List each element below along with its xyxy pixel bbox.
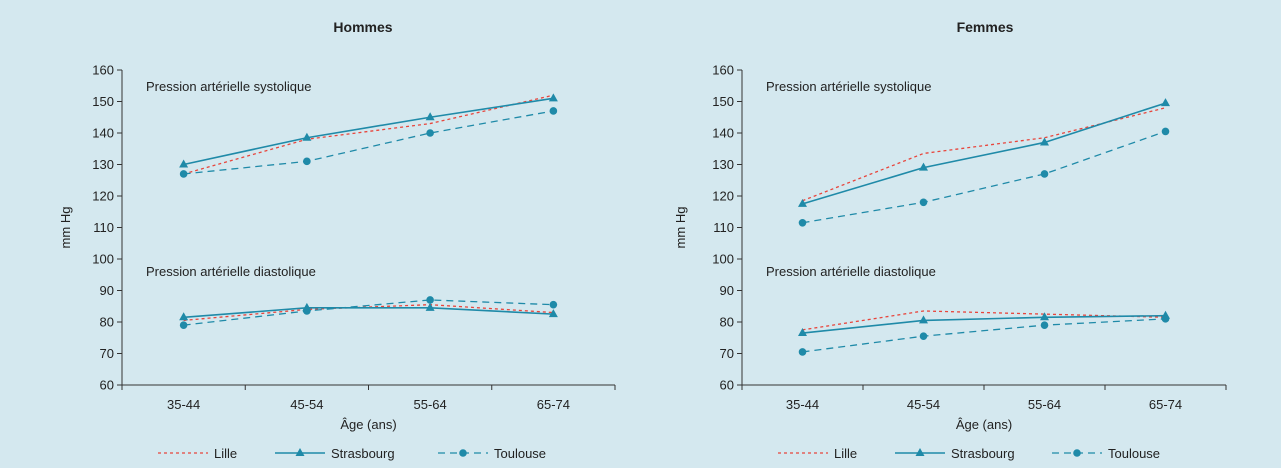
legend-label-strasbourg: Strasbourg	[331, 446, 395, 461]
series-line-lille-diastolique	[183, 304, 554, 322]
series-line-lille-diastolique	[802, 310, 1166, 331]
data-point-toulouse	[919, 198, 928, 207]
y-tick-label: 160	[92, 63, 114, 78]
x-tick-label: 65-74	[1149, 397, 1182, 412]
data-point-toulouse	[426, 296, 434, 304]
series-line-strasbourg-diastolique	[183, 307, 554, 319]
data-point-strasbourg	[302, 132, 312, 141]
data-point-toulouse	[303, 157, 311, 166]
legend-marker-strasbourg	[295, 448, 305, 456]
data-point-toulouse	[798, 218, 807, 227]
y-tick-label: 140	[712, 126, 734, 141]
x-tick-label: 55-64	[1028, 397, 1061, 412]
data-point-strasbourg	[798, 198, 807, 207]
data-point-toulouse	[549, 300, 558, 309]
data-point-strasbourg	[425, 302, 435, 311]
data-point-strasbourg	[179, 312, 189, 321]
y-tick-label: 90	[100, 283, 114, 298]
y-tick-label: 110	[713, 220, 734, 235]
x-tick-label: 65-74	[537, 397, 570, 412]
y-tick-label: 60	[100, 378, 114, 393]
y-axis-label: mm Hg	[673, 207, 688, 249]
legend-label-toulouse: Toulouse	[494, 446, 546, 461]
series-line-toulouse-systolique	[802, 130, 1166, 224]
annotation-systolic: Pression artérielle systolique	[766, 79, 931, 94]
x-tick-label: 35-44	[167, 397, 200, 412]
series-line-toulouse-systolique	[183, 110, 554, 175]
legend-label-lille: Lille	[834, 446, 857, 461]
y-tick-label: 70	[720, 346, 734, 361]
y-tick-label: 130	[92, 157, 114, 172]
x-tick-label: 55-64	[414, 397, 447, 412]
y-tick-label: 120	[92, 189, 114, 204]
data-point-toulouse	[426, 129, 434, 137]
data-point-strasbourg	[548, 309, 558, 318]
data-point-toulouse	[549, 107, 558, 115]
x-tick-label: 45-54	[290, 397, 323, 412]
y-axis-label: mm Hg	[58, 207, 73, 249]
data-point-strasbourg	[1161, 98, 1170, 107]
data-point-toulouse	[1161, 315, 1170, 323]
y-tick-label: 160	[712, 63, 734, 78]
annotation-systolic: Pression artérielle systolique	[146, 79, 311, 94]
legend-label-toulouse: Toulouse	[1108, 446, 1160, 461]
x-axis-label: Âge (ans)	[956, 417, 1012, 432]
data-point-toulouse	[179, 170, 188, 178]
data-point-toulouse	[1040, 170, 1049, 178]
y-tick-label: 80	[100, 315, 114, 330]
y-tick-label: 60	[720, 378, 734, 393]
data-point-strasbourg	[1040, 312, 1049, 321]
y-tick-label: 100	[712, 252, 734, 267]
data-point-strasbourg	[1040, 137, 1049, 146]
chart-title: Hommes	[333, 19, 392, 35]
data-point-strasbourg	[425, 112, 435, 121]
data-point-strasbourg	[179, 159, 189, 168]
chart-panel-hommes: Hommes 60 70 80 90 100 110 120 130 140 150 160 35-44…	[58, 19, 616, 461]
x-tick-label: 45-54	[907, 397, 940, 412]
data-point-strasbourg	[919, 162, 928, 171]
y-tick-label: 130	[712, 157, 734, 172]
y-tick-label: 120	[712, 189, 734, 204]
x-tick-label: 35-44	[786, 397, 819, 412]
legend-marker-strasbourg	[915, 448, 925, 456]
legend-marker-toulouse	[1073, 449, 1081, 457]
annotation-diastolic: Pression artérielle diastolique	[766, 264, 936, 279]
data-point-toulouse	[919, 332, 928, 340]
data-point-toulouse	[798, 348, 807, 356]
series-line-strasbourg-diastolique	[802, 314, 1166, 334]
y-tick-label: 140	[92, 126, 114, 141]
y-tick-label: 100	[92, 252, 114, 267]
legend-label-strasbourg: Strasbourg	[951, 446, 1015, 461]
data-point-toulouse	[179, 321, 188, 329]
data-point-toulouse	[303, 307, 311, 315]
series-line-strasbourg-systolique	[802, 102, 1166, 205]
data-point-strasbourg	[919, 315, 928, 324]
chart-panel-femmes: Femmes 60 70 80 90 100 110 120 130 140 150 160 35-44…	[673, 19, 1227, 461]
y-tick-label: 80	[720, 315, 734, 330]
data-point-strasbourg	[798, 328, 807, 337]
legend-marker-toulouse	[459, 449, 467, 457]
y-tick-label: 90	[720, 283, 734, 298]
series-line-toulouse-diastolique	[802, 318, 1166, 353]
y-tick-label: 110	[93, 220, 114, 235]
series-line-toulouse-diastolique	[183, 299, 554, 326]
series-line-strasbourg-systolique	[183, 97, 554, 166]
y-tick-label: 70	[100, 346, 114, 361]
data-point-toulouse	[1040, 321, 1049, 329]
annotation-diastolic: Pression artérielle diastolique	[146, 264, 316, 279]
legend-label-lille: Lille	[214, 446, 237, 461]
data-point-strasbourg	[548, 93, 558, 102]
chart-title: Femmes	[957, 19, 1014, 35]
x-axis-label: Âge (ans)	[340, 417, 396, 432]
data-point-toulouse	[1161, 127, 1170, 136]
y-tick-label: 150	[712, 94, 734, 109]
y-tick-label: 150	[92, 94, 114, 109]
